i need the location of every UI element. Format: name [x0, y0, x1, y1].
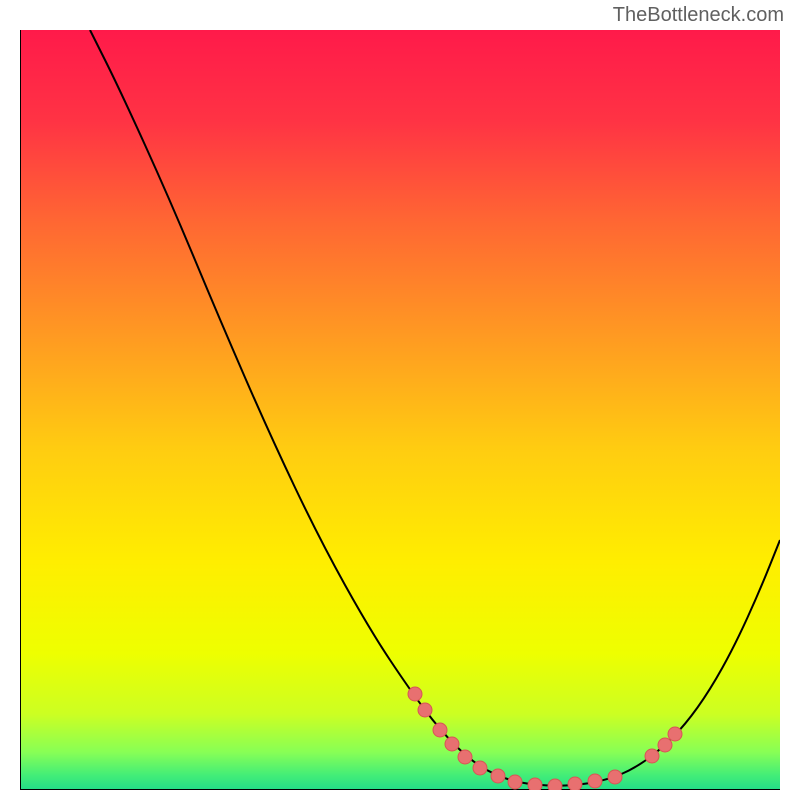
- data-marker: [645, 749, 659, 763]
- chart-area: [20, 30, 780, 790]
- data-marker: [668, 727, 682, 741]
- data-marker: [408, 687, 422, 701]
- chart-svg: [20, 30, 780, 790]
- data-marker: [458, 750, 472, 764]
- data-marker: [548, 779, 562, 790]
- watermark-text: TheBottleneck.com: [613, 4, 784, 27]
- data-marker: [491, 769, 505, 783]
- data-marker: [508, 775, 522, 789]
- data-marker: [608, 770, 622, 784]
- data-marker: [588, 774, 602, 788]
- data-marker: [568, 777, 582, 790]
- data-marker: [445, 737, 459, 751]
- data-marker: [433, 723, 447, 737]
- data-marker: [658, 738, 672, 752]
- data-marker: [418, 703, 432, 717]
- data-marker: [528, 778, 542, 790]
- data-marker: [473, 761, 487, 775]
